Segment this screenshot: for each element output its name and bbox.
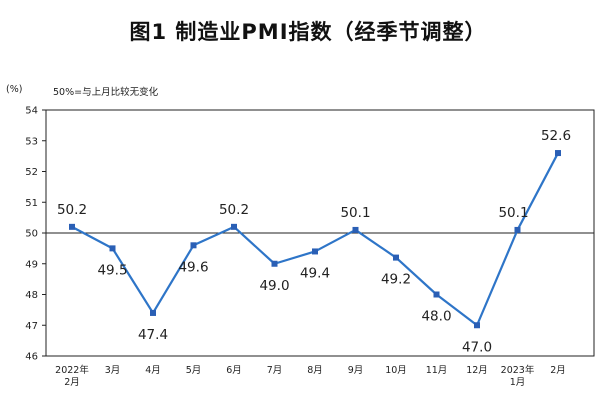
x-tick-label: 11月 [426, 365, 448, 376]
y-axis-unit: (%) [6, 84, 23, 95]
data-point [312, 248, 318, 255]
data-point [433, 291, 440, 298]
chart-title: 图1 制造业PMI指数（经季节调整） [129, 20, 487, 44]
x-tick-label-line: 8月 [307, 365, 323, 376]
x-tick-label-line: 6月 [226, 365, 242, 376]
data-point [109, 245, 116, 252]
x-tick-label: 4月 [145, 365, 161, 376]
data-point [271, 260, 278, 267]
x-tick-label-line: 12月 [466, 365, 488, 376]
data-label: 49.2 [381, 272, 411, 288]
data-point [69, 223, 75, 230]
x-tick-label: 2022年 2月 [55, 364, 89, 388]
data-label: 50.2 [57, 202, 87, 218]
x-tick-label-line: 1月 [510, 377, 526, 388]
data-label: 50.2 [219, 202, 249, 218]
x-tick-label: 2023年 1月 [501, 364, 535, 388]
x-tick-label-line: 5月 [186, 365, 202, 376]
x-tick-label-line: 3月 [105, 365, 121, 376]
y-tick-label: 48 [25, 290, 38, 301]
y-tick-label: 53 [25, 136, 38, 147]
data-label: 49.6 [178, 259, 208, 275]
x-tick-label-line: 2022年 [55, 364, 89, 376]
x-tick-label: 2月 [550, 365, 566, 376]
series-line [71, 152, 559, 327]
data-label: 48.0 [421, 309, 451, 325]
data-label: 47.0 [462, 339, 492, 355]
data-point [352, 226, 359, 233]
data-label: 50.1 [498, 205, 528, 221]
data-point [555, 150, 561, 157]
data-point [190, 242, 197, 249]
x-tick-label: 8月 [307, 365, 323, 376]
x-tick-label-line: 7月 [267, 365, 283, 376]
y-tick-label: 50 [25, 229, 38, 240]
y-tick-label: 47 [25, 321, 38, 332]
x-tick-label: 12月 [466, 365, 488, 376]
y-tick-label: 46 [25, 352, 38, 363]
data-point [150, 309, 156, 316]
data-label: 47.4 [138, 327, 168, 343]
x-tick-label: 5月 [186, 365, 202, 376]
y-tick-label: 52 [25, 167, 38, 178]
x-tick-label-line: 10月 [385, 365, 407, 376]
data-label: 50.1 [340, 205, 370, 221]
x-tick-label: 10月 [385, 365, 407, 376]
data-point [393, 254, 399, 261]
x-tick-label-line: 11月 [426, 365, 448, 376]
x-tick-label-line: 2月 [64, 377, 80, 388]
x-tick-label: 7月 [267, 365, 283, 376]
x-tick-label: 6月 [226, 365, 242, 376]
x-tick-label-line: 2月 [550, 365, 566, 376]
data-point [474, 322, 480, 329]
x-tick-label: 3月 [105, 365, 121, 376]
y-tick-label: 49 [25, 259, 38, 270]
data-label: 52.6 [541, 128, 571, 144]
data-label: 49.4 [300, 265, 330, 281]
x-tick-label-line: 2023年 [501, 364, 535, 376]
x-tick-label-line: 9月 [348, 365, 364, 376]
x-tick-label-line: 4月 [145, 365, 161, 376]
chart-note: 50%=与上月比较无变化 [53, 87, 159, 98]
data-point [231, 223, 237, 230]
x-tick-label: 9月 [348, 365, 364, 376]
data-point [514, 226, 521, 233]
data-label: 49.5 [97, 262, 127, 278]
y-tick-label: 51 [25, 198, 38, 209]
y-tick-label: 54 [25, 106, 38, 117]
data-label: 49.0 [259, 278, 289, 294]
